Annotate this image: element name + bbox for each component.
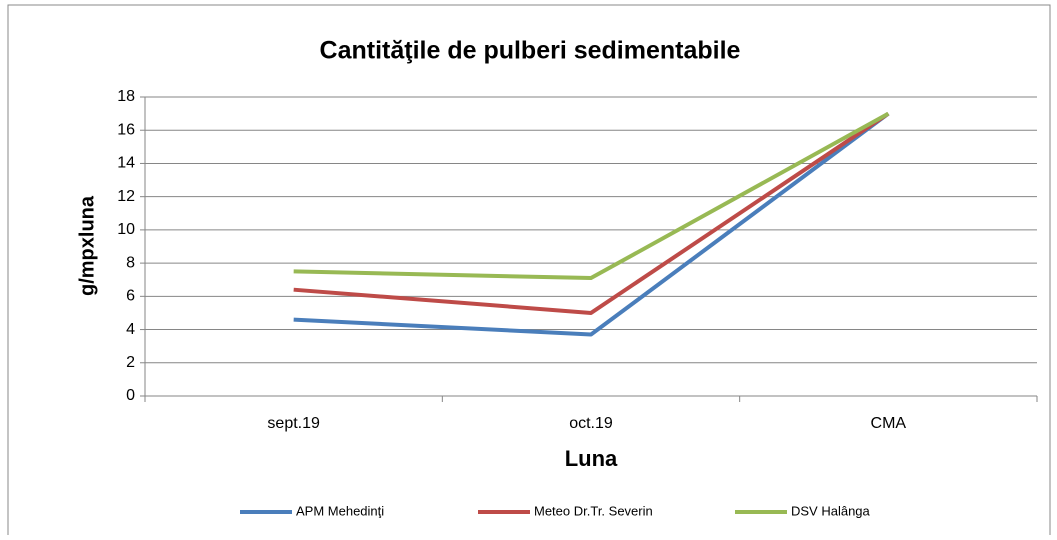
y-tick-label: 14 (117, 155, 135, 172)
y-tick-label: 18 (117, 88, 135, 105)
y-tick-label: 4 (126, 321, 135, 338)
y-tick-label: 12 (117, 188, 135, 205)
x-tick-label: CMA (871, 415, 907, 432)
x-axis-label: Luna (565, 446, 618, 471)
series-line (293, 111, 890, 315)
x-tick-label: sept.19 (267, 415, 320, 432)
legend-label: APM Mehedinţi (296, 503, 384, 518)
series-line (293, 111, 890, 281)
y-tick-label: 6 (126, 288, 135, 305)
x-tick-label: oct.19 (569, 415, 613, 432)
y-tick-label: 0 (126, 387, 135, 404)
legend-label: DSV Halânga (791, 503, 871, 518)
chart-frame (7, 4, 1051, 540)
y-tick-label: 8 (126, 254, 135, 271)
y-axis-label: g/mpxluna (76, 195, 98, 296)
chart-title: Cantităţile de pulberi sedimentabile (320, 37, 741, 65)
series-line (293, 112, 890, 337)
y-tick-label: 10 (117, 221, 135, 238)
legend-label: Meteo Dr.Tr. Severin (534, 503, 653, 518)
y-tick-label: 2 (126, 354, 135, 371)
y-tick-label: 16 (117, 121, 135, 138)
